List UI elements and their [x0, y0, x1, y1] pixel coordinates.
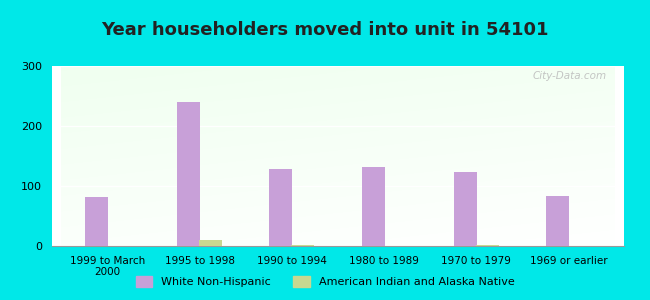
- Bar: [84, 197, 108, 246]
- Text: Year householders moved into unit in 54101: Year householders moved into unit in 541…: [101, 21, 549, 39]
- Bar: [177, 102, 200, 246]
- Bar: [199, 240, 222, 246]
- Bar: [546, 196, 569, 246]
- Bar: [361, 167, 385, 246]
- Bar: [454, 172, 477, 246]
- Bar: [291, 245, 315, 246]
- Bar: [269, 169, 292, 246]
- Bar: [476, 245, 499, 246]
- Legend: White Non-Hispanic, American Indian and Alaska Native: White Non-Hispanic, American Indian and …: [131, 271, 519, 291]
- Text: City-Data.com: City-Data.com: [533, 71, 607, 81]
